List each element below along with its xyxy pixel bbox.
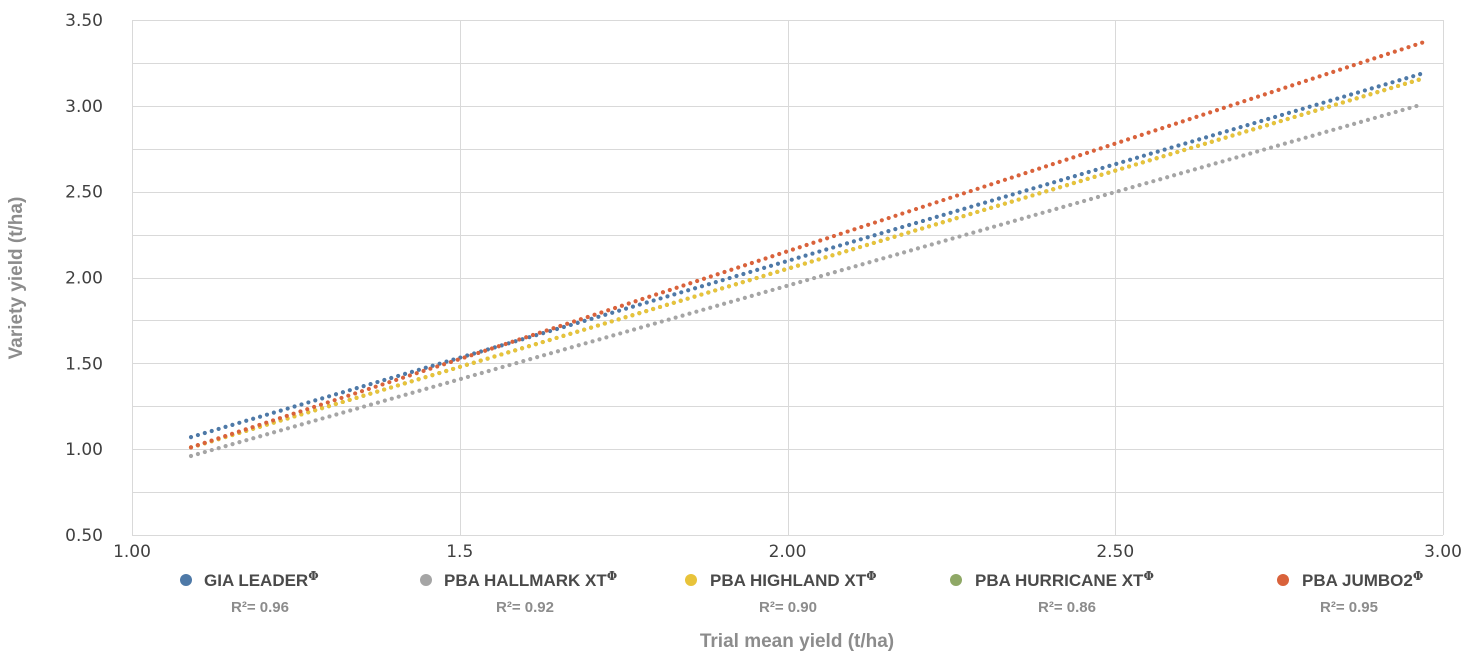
y-tick-label: 2.50 [65,183,103,203]
legend-label-pba-jumbo2: PBA JUMBO2Φ [1302,569,1423,590]
legend-marker-pba-hurricane-xt [950,574,962,586]
x-axis-ticks: 1.00 1.5 2.00 2.50 3.00 [113,542,1462,562]
y-tick-label: 3.50 [65,11,103,31]
legend-label-pba-hurricane-xt: PBA HURRICANE XTΦ [975,569,1154,590]
y-tick-label: 3.00 [65,97,103,117]
legend-r2-gia-leader: R²= 0.96 [231,599,289,616]
y-axis-ticks: 0.50 1.00 1.50 2.00 2.50 3.00 3.50 [65,11,103,546]
series-line-gia-leader [188,71,1426,440]
legend-label-pba-highland-xt: PBA HIGHLAND XTΦ [710,569,877,590]
y-tick-label: 2.00 [65,269,103,289]
y-tick-label: 0.50 [65,526,103,546]
series-line-pba-highland-xt [188,76,1426,450]
x-tick-label: 2.50 [1096,542,1134,562]
legend-label-gia-leader: GIA LEADERΦ [204,569,319,590]
legend-marker-pba-jumbo2 [1277,574,1289,586]
y-axis-title: Variety yield (t/ha) [6,197,27,360]
legend-marker-pba-hallmark-xt [420,574,432,586]
legend-r2-pba-hallmark-xt: R²= 0.92 [496,599,554,616]
legend-label-pba-hallmark-xt: PBA HALLMARK XTΦ [444,569,617,590]
legend-marker-pba-highland-xt [685,574,697,586]
x-tick-label: 1.00 [113,542,151,562]
series-line-pba-jumbo2 [188,40,1426,450]
series-lines [188,40,1426,459]
legend-r2-pba-highland-xt: R²= 0.90 [759,599,817,616]
x-tick-label: 2.00 [769,542,807,562]
x-tick-label: 3.00 [1424,542,1462,562]
x-axis-title: Trial mean yield (t/ha) [700,631,894,652]
gridlines [132,20,1444,536]
y-tick-label: 1.50 [65,354,103,374]
legend-r2-pba-jumbo2: R²= 0.95 [1320,599,1378,616]
y-tick-label: 1.00 [65,440,103,460]
legend: GIA LEADERΦ R²= 0.96 PBA HALLMARK XTΦ R²= 0… [180,569,1423,616]
x-tick-label: 1.5 [446,542,473,562]
legend-marker-gia-leader [180,574,192,586]
series-line-pba-hallmark-xt [188,101,1426,459]
legend-r2-pba-hurricane-xt: R²= 0.86 [1038,599,1096,616]
